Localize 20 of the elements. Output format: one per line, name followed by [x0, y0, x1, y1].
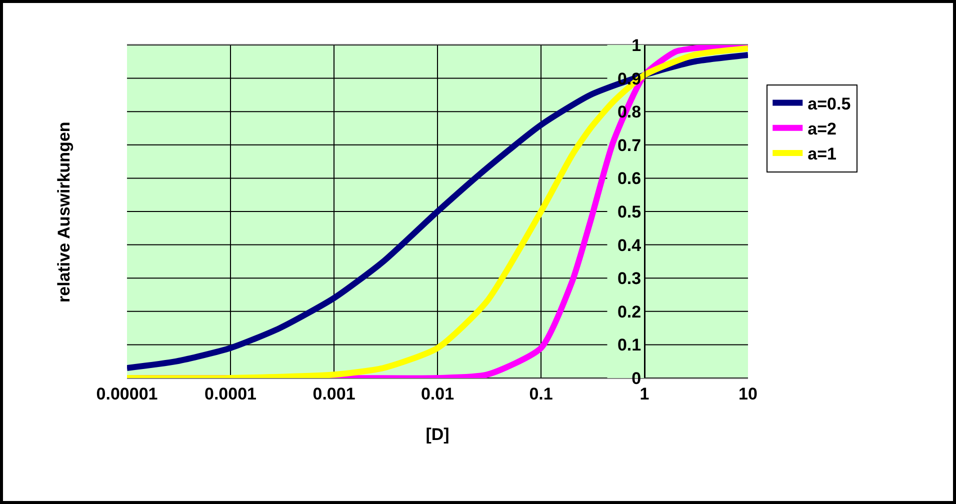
y-tick-label: 0.4 — [617, 236, 642, 255]
legend-label: a=1 — [808, 144, 836, 164]
legend-label: a=0.5 — [808, 94, 851, 114]
y-tick-label: 0.1 — [617, 336, 642, 355]
x-axis-title: [D] — [426, 424, 450, 444]
y-tick-label: 0.3 — [617, 269, 642, 288]
x-tick-label: 10 — [738, 384, 758, 404]
legend-label: a=2 — [808, 120, 836, 139]
y-tick-label: 0 — [632, 368, 642, 388]
x-tick-label: 0.00001 — [96, 384, 158, 404]
y-tick-label: 0.7 — [617, 136, 642, 155]
y-axis-title: relative Auswirkungen — [54, 122, 74, 302]
y-tick-label: 0.5 — [617, 202, 642, 222]
x-tick-label: 0.0001 — [204, 384, 256, 404]
y-tick-label: 1 — [632, 36, 642, 55]
x-tick-label: 0.01 — [420, 384, 454, 404]
y-tick-label: 0.6 — [617, 169, 642, 188]
y-tick-label: 0.2 — [617, 302, 642, 322]
x-tick-label: 0.1 — [529, 384, 553, 404]
x-tick-label: 0.001 — [312, 384, 356, 404]
